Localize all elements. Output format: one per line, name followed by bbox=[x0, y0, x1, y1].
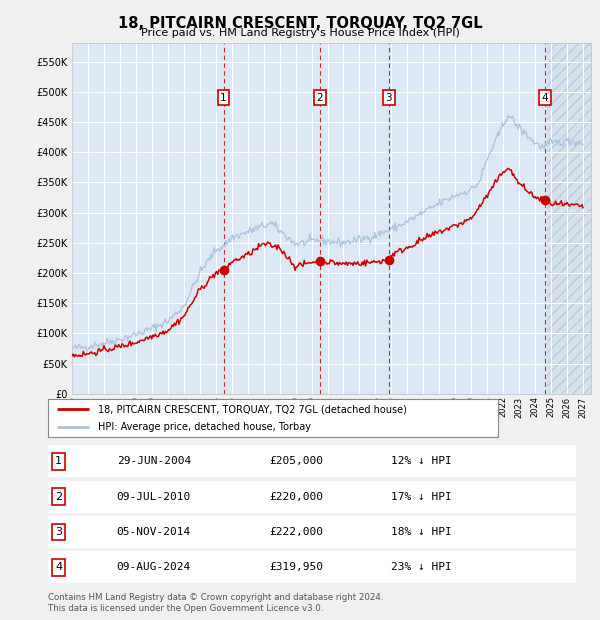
Text: £220,000: £220,000 bbox=[270, 492, 324, 502]
Text: 18, PITCAIRN CRESCENT, TORQUAY, TQ2 7GL: 18, PITCAIRN CRESCENT, TORQUAY, TQ2 7GL bbox=[118, 16, 482, 30]
Text: 3: 3 bbox=[386, 93, 392, 103]
Text: 2: 2 bbox=[55, 492, 62, 502]
Text: 17% ↓ HPI: 17% ↓ HPI bbox=[391, 492, 452, 502]
Text: 05-NOV-2014: 05-NOV-2014 bbox=[116, 527, 191, 537]
Text: 3: 3 bbox=[55, 527, 62, 537]
Text: 12% ↓ HPI: 12% ↓ HPI bbox=[391, 456, 452, 466]
Text: £205,000: £205,000 bbox=[270, 456, 324, 466]
Text: 29-JUN-2004: 29-JUN-2004 bbox=[116, 456, 191, 466]
Bar bbox=[547, 43, 591, 394]
Text: 2: 2 bbox=[317, 93, 323, 103]
Text: 18% ↓ HPI: 18% ↓ HPI bbox=[391, 527, 452, 537]
Text: 09-AUG-2024: 09-AUG-2024 bbox=[116, 562, 191, 572]
Text: 18, PITCAIRN CRESCENT, TORQUAY, TQ2 7GL (detached house): 18, PITCAIRN CRESCENT, TORQUAY, TQ2 7GL … bbox=[97, 404, 406, 414]
Text: £222,000: £222,000 bbox=[270, 527, 324, 537]
Text: 09-JUL-2010: 09-JUL-2010 bbox=[116, 492, 191, 502]
Text: 4: 4 bbox=[55, 562, 62, 572]
Text: 1: 1 bbox=[55, 456, 62, 466]
Text: 23% ↓ HPI: 23% ↓ HPI bbox=[391, 562, 452, 572]
Text: 1: 1 bbox=[220, 93, 227, 103]
Text: HPI: Average price, detached house, Torbay: HPI: Average price, detached house, Torb… bbox=[97, 422, 311, 433]
Text: 4: 4 bbox=[542, 93, 548, 103]
Text: Contains HM Land Registry data © Crown copyright and database right 2024.
This d: Contains HM Land Registry data © Crown c… bbox=[48, 593, 383, 613]
Bar bbox=[547, 43, 591, 394]
Text: £319,950: £319,950 bbox=[270, 562, 324, 572]
Text: Price paid vs. HM Land Registry's House Price Index (HPI): Price paid vs. HM Land Registry's House … bbox=[140, 28, 460, 38]
